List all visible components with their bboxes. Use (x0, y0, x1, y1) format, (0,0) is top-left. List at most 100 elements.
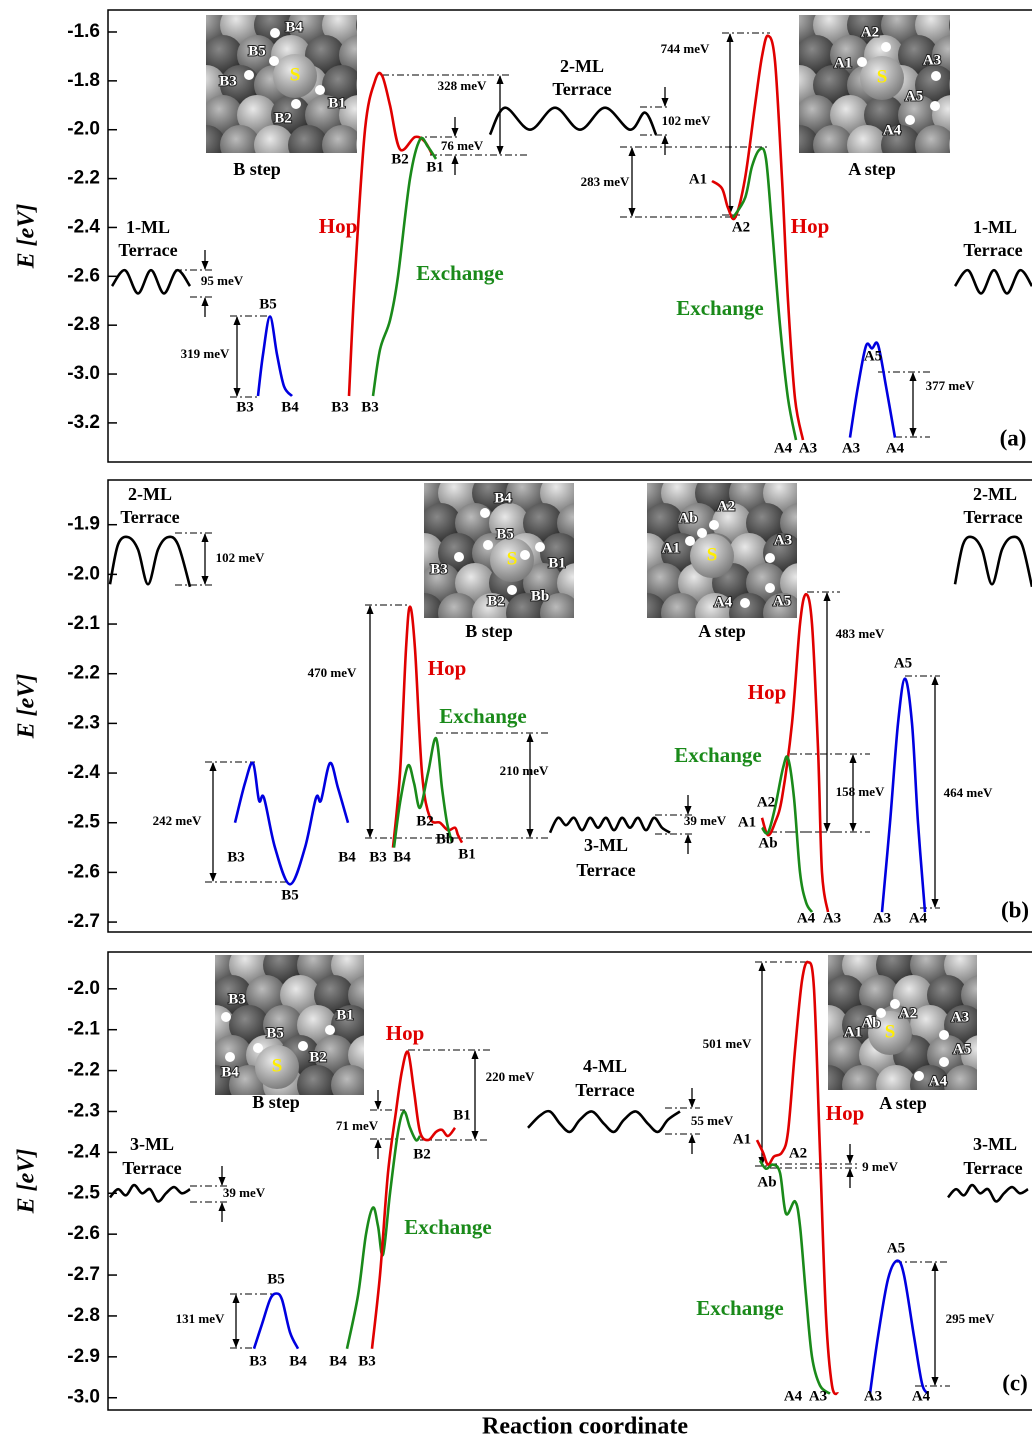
atom (206, 95, 243, 135)
annotation: B2 (416, 813, 434, 829)
atom (932, 0, 972, 15)
inset-label: A1 (844, 1024, 862, 1040)
energy-curve (370, 1050, 457, 1349)
atom (927, 915, 967, 955)
atom (438, 593, 478, 618)
inset-image: Ab A2 A1 S A3 A5 A4 (828, 915, 1032, 1135)
atom (647, 512, 650, 534)
annotation: B4 (329, 1353, 347, 1369)
energy-curve (108, 1183, 191, 1203)
inset-label: A3 (774, 532, 792, 548)
y-tick-label: -3.0 (67, 1387, 100, 1408)
atom (966, 155, 1006, 195)
annotation: 377 meV (926, 378, 975, 393)
atom (762, 0, 802, 15)
site-dot (939, 1057, 949, 1067)
annotation: (a) (1000, 425, 1027, 450)
atom (797, 473, 837, 513)
atom (814, 503, 854, 543)
atom (966, 35, 1006, 75)
inset-label: A2 (717, 498, 735, 514)
inset-image: B3 B1 B5 B2 S B4 (161, 915, 422, 1095)
site-dot (454, 552, 464, 562)
atom (898, 95, 938, 135)
inset-label: S (507, 548, 518, 569)
annotation: 470 meV (308, 665, 357, 680)
site-dot (865, 1015, 875, 1025)
annotation: Terrace (963, 507, 1022, 527)
y-axis-label: E [eV] (14, 674, 40, 740)
atom (387, 443, 427, 483)
atom (591, 443, 631, 483)
atom (678, 503, 718, 543)
inset-label: A4 (714, 594, 733, 610)
energy-curve (110, 268, 192, 295)
atom-center (860, 56, 904, 100)
inset-label: S (877, 66, 888, 87)
atom (796, 0, 836, 15)
atom (647, 572, 650, 594)
atom (331, 1065, 364, 1095)
atom (557, 623, 597, 663)
annotation: (b) (1001, 897, 1029, 922)
energy-curve (953, 535, 1032, 588)
inset-label: B4 (494, 490, 512, 506)
atom (591, 563, 631, 603)
atom (297, 1065, 337, 1095)
y-tick-label: -2.5 (67, 812, 100, 833)
atom (864, 95, 904, 135)
atom (932, 35, 950, 75)
atom (424, 512, 427, 534)
annotation: 220 meV (486, 1069, 535, 1084)
atom (169, 155, 209, 195)
annotation: A5 (894, 655, 912, 671)
atom (995, 975, 1032, 1015)
atom (424, 503, 461, 543)
atom (876, 1065, 916, 1090)
inset-label: B2 (487, 593, 505, 609)
atom (424, 572, 427, 594)
atom (206, 104, 209, 126)
annotation: A1 (689, 171, 707, 187)
annotation: B5 (259, 296, 277, 312)
atom (593, 473, 633, 513)
atom (161, 945, 201, 985)
inset-label: A5 (773, 593, 791, 609)
atom-center (868, 1011, 912, 1055)
atom (799, 35, 836, 75)
atom (254, 125, 294, 153)
inset-label: S (290, 64, 301, 85)
site-dot (914, 1071, 924, 1081)
atom (864, 0, 904, 15)
annotation: A3 (864, 1388, 882, 1404)
annotation: 2-ML (973, 484, 1017, 504)
atom (813, 65, 853, 105)
atom (557, 563, 574, 603)
atom (593, 533, 633, 573)
atom (610, 443, 650, 483)
atom (540, 593, 574, 618)
y-tick-label: -2.1 (67, 1019, 100, 1040)
annotation: 2-ML (560, 56, 604, 76)
atom (927, 1095, 967, 1135)
atom (557, 443, 597, 483)
atom (322, 65, 357, 105)
annotation: Exchange (674, 743, 762, 767)
atom (644, 623, 684, 663)
y-tick-label: -2.0 (67, 978, 100, 999)
atom (978, 1005, 1018, 1045)
atom (842, 1065, 882, 1090)
atom (472, 593, 512, 618)
atom (339, 95, 357, 135)
atom (799, 95, 836, 135)
site-dot (709, 520, 719, 530)
atom (898, 35, 938, 75)
energy-curve (252, 1292, 300, 1350)
site-dot (876, 1008, 886, 1018)
inset-title: A step (879, 1093, 927, 1113)
atom (382, 915, 422, 955)
annotation: (c) (1002, 1370, 1028, 1395)
energy-curve (256, 315, 294, 397)
atom (305, 95, 345, 135)
y-tick-label: -1.6 (67, 21, 100, 42)
